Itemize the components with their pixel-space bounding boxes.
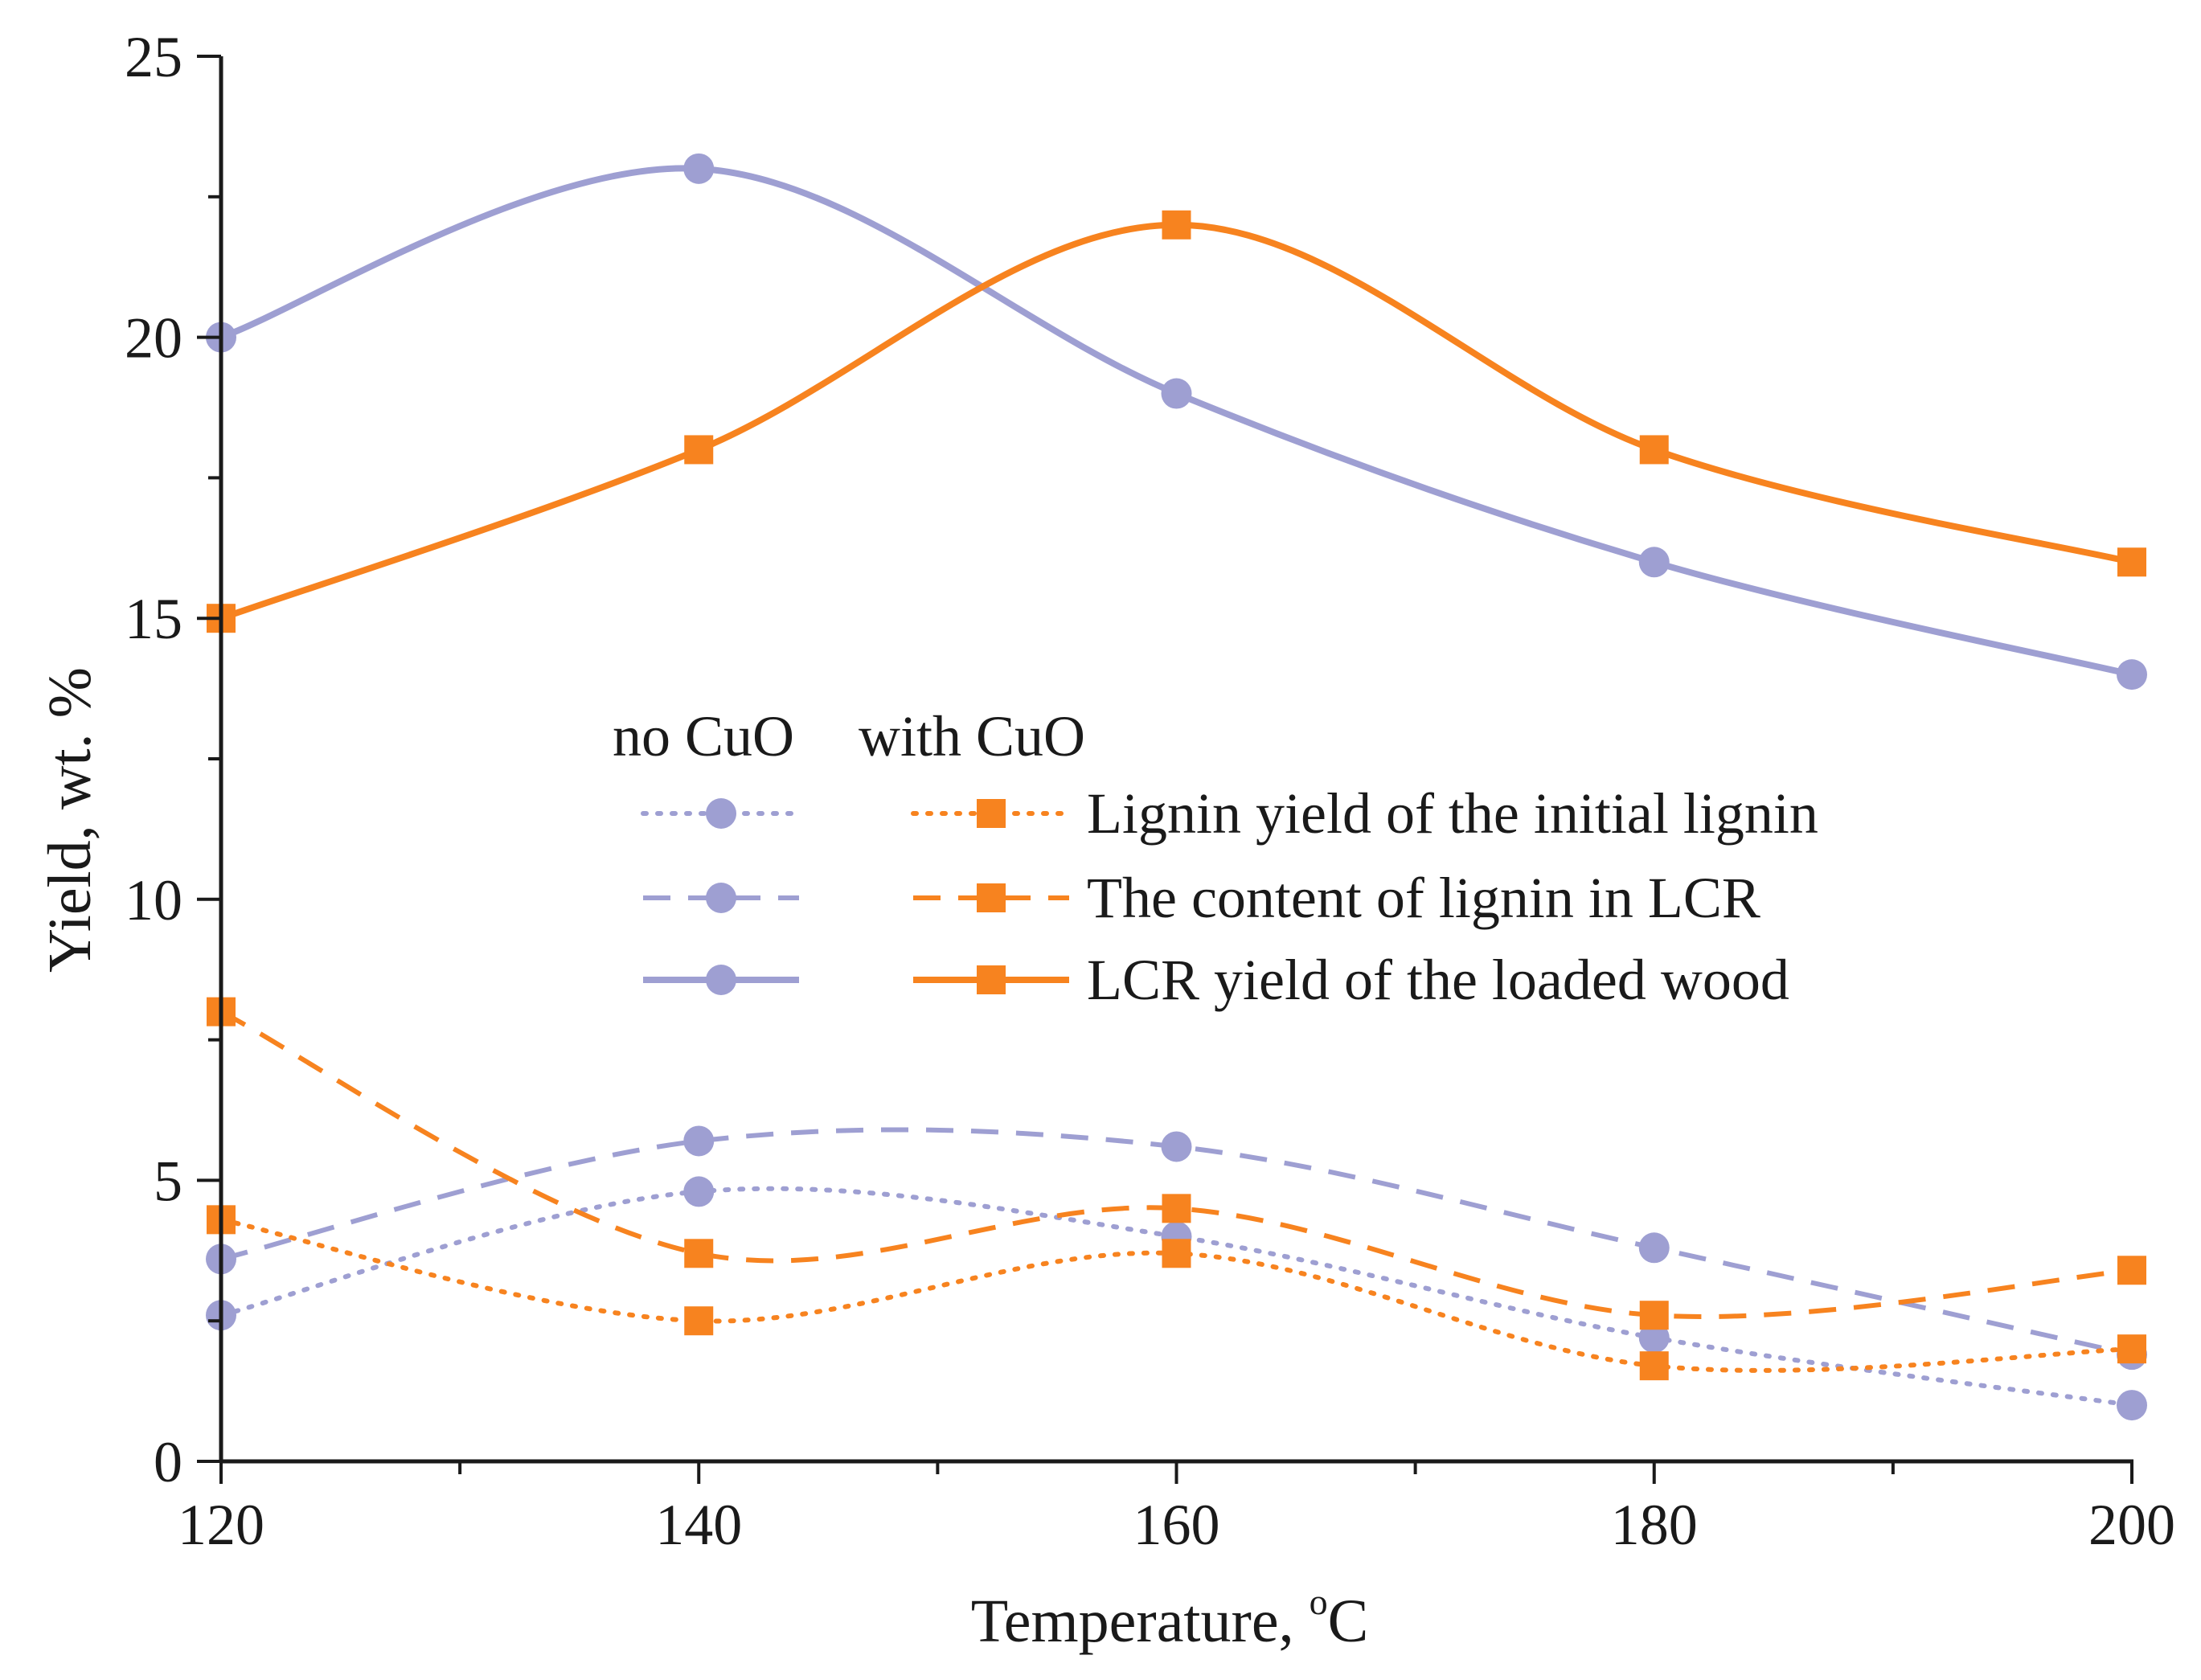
data-point [1638,1232,1670,1264]
data-point [1639,435,1669,465]
legend-label-lignin-yield: Lignin yield of the initial lignin [1087,781,1818,846]
data-point [683,1176,715,1207]
legend-label-lcr-yield: LCR yield of the loaded wood [1087,948,1789,1012]
x-tick-label: 120 [178,1493,264,1557]
axes: 120 140 160 180 200 0 5 10 15 20 25 [125,25,2175,1557]
data-point [2117,1256,2146,1285]
series-line [219,1009,2133,1319]
x-tick-label: 140 [655,1493,742,1557]
data-point [683,153,715,184]
y-tick-label: 15 [125,587,182,651]
data-point [2117,659,2147,690]
y-tick-label: 0 [154,1430,182,1494]
data-point [1639,1351,1669,1381]
y-ticks: 0 5 10 15 20 25 [125,25,221,1494]
series-line [219,221,2133,621]
x-axis-title: Temperature, oC [971,1581,1369,1655]
series-2 [206,153,2147,690]
series-5 [207,210,2146,633]
data-point [2117,547,2146,577]
x-tick-label: 180 [1611,1493,1698,1557]
data-point [1639,1301,1669,1330]
data-point [1161,378,1192,409]
legend-label-lignin-content: The content of lignin in LCR [1087,866,1760,930]
y-tick-label: 10 [125,868,182,932]
data-point [2117,1334,2146,1364]
legend: no CuO with CuO Lignin yield of the init… [613,704,1818,1012]
x-ticks: 120 140 160 180 200 [178,1461,2175,1557]
legend-swatch-marker [977,965,1006,994]
y-tick-label: 25 [125,25,182,89]
legend-swatch-marker [706,798,736,829]
data-point [1161,1131,1192,1162]
legend-swatch-marker [706,883,736,913]
data-point [1638,1322,1670,1354]
series-line [219,1186,2134,1408]
series-4 [207,997,2146,1330]
y-tick-label: 20 [125,306,182,371]
data-point [1162,210,1191,240]
series-line [219,165,2133,678]
data-point [684,1306,714,1336]
data-point [684,435,714,465]
legend-header-with-cuo: with CuO [859,704,1085,768]
data-point [2117,1390,2147,1421]
data-point [683,1125,715,1157]
y-tick-label: 5 [154,1149,182,1213]
x-tick-label: 200 [2088,1493,2175,1557]
legend-swatches [641,798,1072,995]
legend-swatch-marker [977,799,1006,828]
plot-series [206,153,2147,1421]
data-point [1162,1239,1191,1268]
legend-header-no-cuo: no CuO [613,704,794,768]
data-point [1638,547,1670,578]
y-axis-title: Yield, wt. % [36,667,104,973]
data-point [684,1239,714,1268]
data-point [1162,1194,1191,1223]
x-tick-label: 160 [1133,1493,1220,1557]
legend-swatch-marker [706,965,736,995]
legend-swatch-marker [977,883,1006,912]
